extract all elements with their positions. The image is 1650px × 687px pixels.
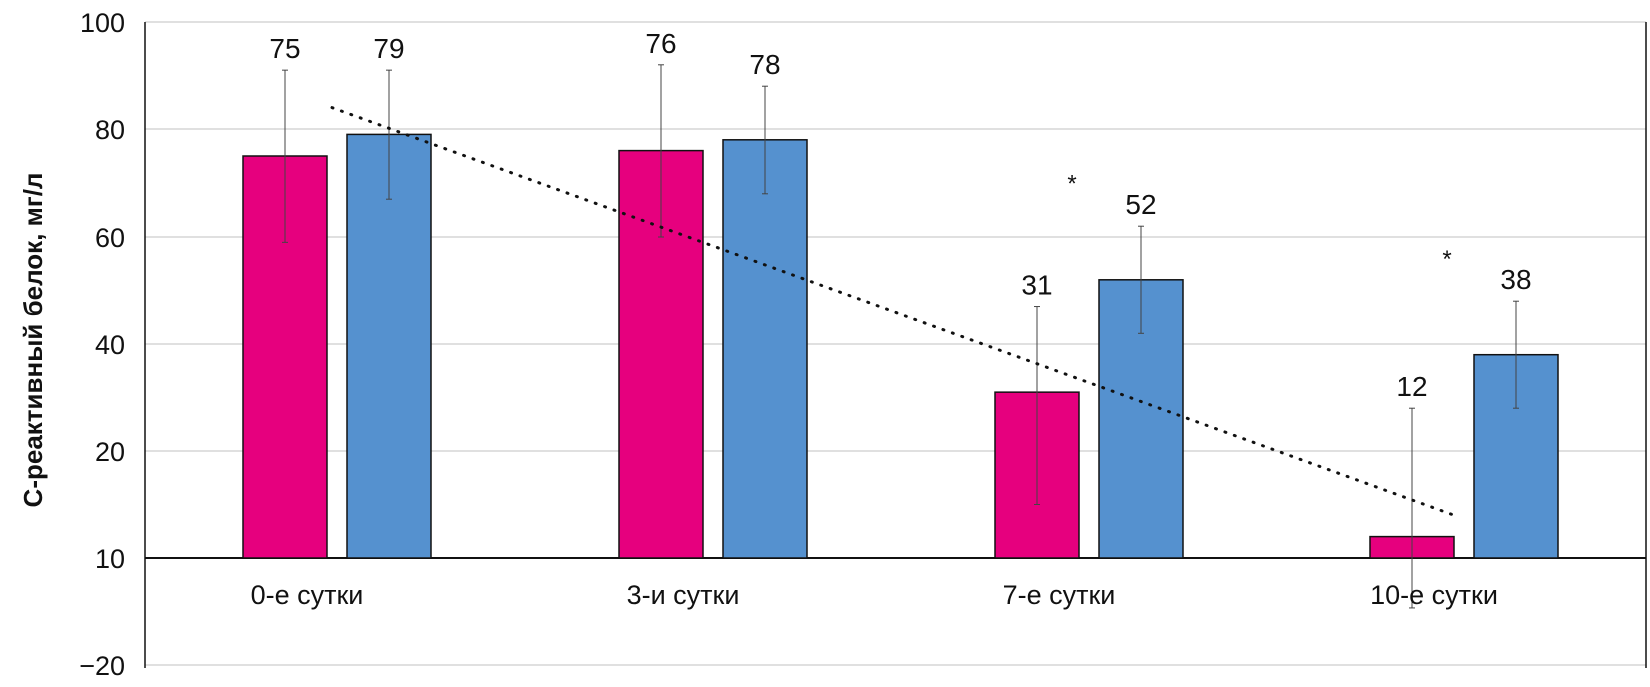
x-category-label: 10-е сутки <box>1370 580 1498 610</box>
x-category-label: 3-и сутки <box>627 580 740 610</box>
data-label: 76 <box>645 28 676 59</box>
y-tick-label: 100 <box>80 8 125 38</box>
error-bars <box>282 64 1519 609</box>
trend-line <box>330 106 1456 517</box>
y-tick-label: 80 <box>95 115 125 145</box>
data-label: 78 <box>749 49 780 80</box>
x-category-label: 0-е сутки <box>251 580 364 610</box>
y-tick-label: 20 <box>95 437 125 467</box>
data-label: 52 <box>1125 189 1156 220</box>
data-label: 75 <box>269 33 300 64</box>
y-tick-label: 10 <box>95 544 125 574</box>
significance-marker: * <box>1067 171 1076 198</box>
y-axis-label: С-реактивный белок, мг/л <box>18 173 48 508</box>
data-label: 12 <box>1396 371 1427 402</box>
bars <box>242 133 1559 559</box>
y-tick-labels: −20 10 20 40 60 80 100 <box>79 8 125 681</box>
y-tick-label: 60 <box>95 223 125 253</box>
annotations: ** <box>1067 171 1451 273</box>
data-labels: 75 76 31 12 79 78 52 38 <box>269 28 1531 402</box>
y-tick-label: −20 <box>79 651 125 681</box>
data-label: 79 <box>373 33 404 64</box>
bar <box>722 139 808 559</box>
data-label: 31 <box>1021 270 1052 301</box>
y-tick-label: 40 <box>95 330 125 360</box>
data-label: 38 <box>1500 264 1531 295</box>
significance-marker: * <box>1442 246 1451 273</box>
x-category-label: 7-е сутки <box>1003 580 1116 610</box>
trendline <box>330 106 1456 517</box>
x-category-labels: 0-е сутки 3-и сутки 7-е сутки 10-е сутки <box>251 580 1498 610</box>
